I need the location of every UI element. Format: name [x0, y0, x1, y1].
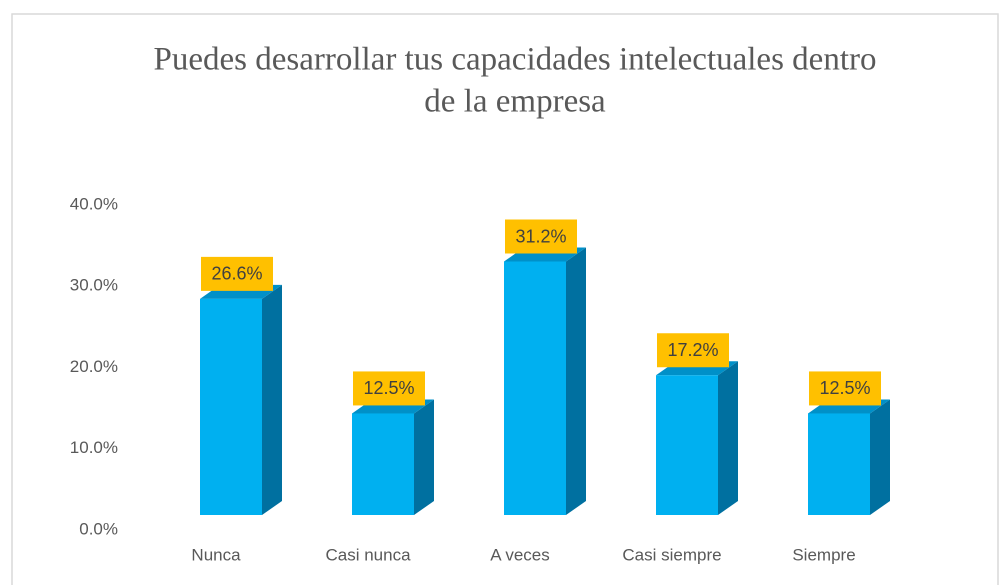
bar-side [718, 361, 738, 515]
bar [352, 413, 414, 515]
value-label-box [657, 333, 729, 368]
y-tick-label: 0.0% [79, 519, 118, 538]
value-label-box [353, 371, 425, 406]
bar [504, 261, 566, 515]
x-tick-label: Siempre [792, 545, 855, 564]
bar [200, 298, 262, 515]
x-tick-label: Casi nunca [325, 545, 411, 564]
chart-title: de la empresa [424, 84, 606, 120]
bar-side [870, 399, 890, 515]
value-label: 17.2% [667, 340, 718, 360]
value-label: 12.5% [819, 378, 870, 398]
x-tick-label: A veces [490, 545, 550, 564]
value-label-box [201, 256, 273, 291]
bar-side [262, 284, 282, 515]
chart-title: Puedes desarrollar tus capacidades intel… [154, 42, 877, 78]
bar [656, 375, 718, 515]
bar-side [566, 247, 586, 515]
value-label: 26.6% [211, 264, 262, 284]
value-label-box [809, 371, 881, 406]
bar-side [414, 399, 434, 515]
y-tick-label: 10.0% [70, 438, 118, 457]
bar [808, 413, 870, 515]
y-tick-label: 20.0% [70, 357, 118, 376]
value-label: 31.2% [515, 226, 566, 246]
x-tick-label: Nunca [191, 545, 241, 564]
value-label-box [505, 219, 577, 254]
value-label: 12.5% [363, 378, 414, 398]
y-tick-label: 30.0% [70, 276, 118, 295]
x-tick-label: Casi siempre [622, 545, 721, 564]
y-tick-label: 40.0% [70, 194, 118, 213]
